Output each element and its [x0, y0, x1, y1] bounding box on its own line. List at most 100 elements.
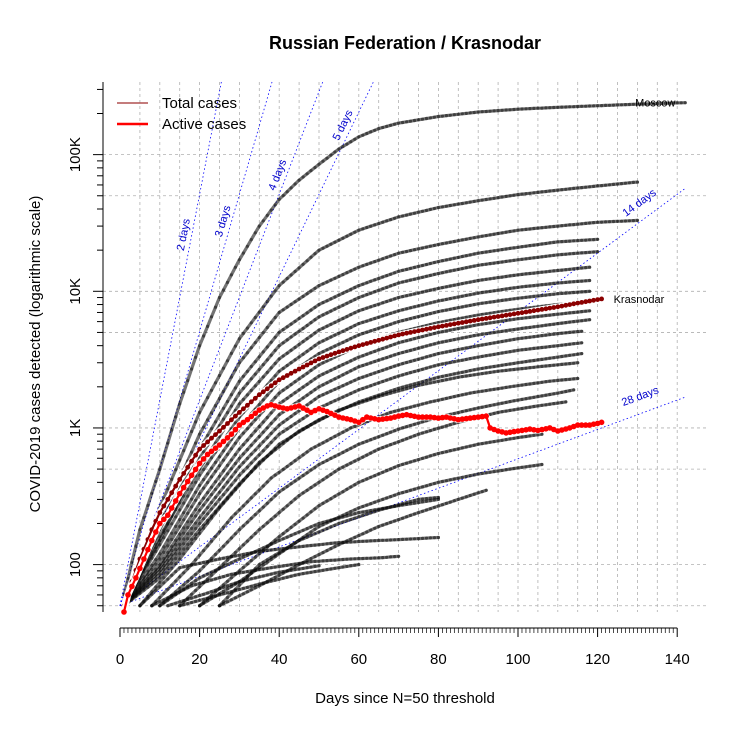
background-series-point [178, 586, 182, 590]
background-series-point [293, 422, 297, 426]
background-series-point [416, 510, 421, 515]
background-series-point [265, 213, 269, 217]
background-series-point [584, 279, 588, 283]
background-series-point [309, 570, 313, 574]
background-series-point [261, 350, 265, 354]
background-series-line [122, 101, 687, 597]
background-series-point [146, 585, 150, 589]
total-series-point [205, 439, 211, 445]
background-series-point [524, 465, 528, 469]
background-series-point [249, 321, 253, 325]
background-series-point [405, 425, 409, 429]
background-series-point [544, 241, 548, 246]
background-series-point [576, 330, 580, 334]
background-series-point [213, 511, 218, 515]
total-series-point [364, 341, 370, 346]
background-series-point [345, 301, 349, 305]
background-series-point [241, 461, 245, 465]
background-series-point [182, 511, 186, 515]
background-series-point [512, 297, 516, 301]
background-series-point [397, 389, 401, 393]
background-series-point [448, 297, 452, 301]
background-series-point [596, 104, 600, 108]
background-series-point [464, 111, 468, 115]
background-series-point [166, 577, 170, 581]
background-series-point [150, 550, 154, 554]
background-series-point [401, 308, 405, 312]
background-series-point [436, 271, 440, 276]
background-series-point [456, 394, 460, 398]
background-series-point [249, 588, 253, 592]
background-series-point [508, 408, 512, 412]
background-series-point [448, 203, 452, 208]
background-series-point [233, 421, 237, 425]
x-tick-label: 80 [430, 651, 447, 668]
background-series-point [532, 243, 536, 247]
background-series-point [659, 101, 663, 105]
background-series-point [321, 441, 325, 445]
background-series-point [229, 447, 233, 451]
background-series-point [488, 342, 492, 346]
background-series-point [472, 264, 476, 268]
background-series-point [297, 530, 301, 534]
background-series-point [476, 344, 480, 348]
background-series-point [190, 429, 194, 434]
background-series-point [369, 130, 373, 134]
background-series-point [532, 365, 536, 369]
background-series-point [297, 399, 301, 403]
background-series-point [536, 433, 540, 437]
background-series-point [408, 212, 413, 216]
background-series-point [202, 597, 206, 601]
background-series-point [309, 423, 313, 427]
background-series-point [337, 566, 341, 570]
background-series-point [321, 559, 325, 563]
background-series-point [484, 312, 488, 316]
background-series-point [401, 438, 405, 442]
background-series-point [548, 269, 552, 273]
background-series-point [245, 393, 249, 397]
active-series-point [216, 442, 223, 448]
y-tick-label: 100 [67, 552, 84, 577]
background-series-point [540, 364, 544, 368]
background-series-point [229, 536, 233, 540]
background-series-point [504, 259, 508, 263]
background-series-point [480, 312, 484, 317]
background-series-point [221, 458, 226, 462]
background-series-point [293, 562, 297, 566]
background-series-point [253, 418, 257, 422]
background-series-point [325, 359, 329, 363]
background-series-point [202, 580, 206, 584]
background-series-point [233, 441, 237, 445]
background-series-point [349, 540, 353, 544]
background-series-point [448, 113, 452, 117]
background-series-point [552, 313, 556, 317]
background-series-point [373, 278, 377, 282]
background-series-point [635, 102, 640, 106]
background-series-point [178, 566, 182, 570]
total-series-point [272, 380, 278, 386]
background-series-point [576, 341, 580, 345]
background-series-point [158, 580, 162, 584]
total-series-point [483, 316, 489, 321]
background-series-point [233, 470, 237, 474]
active-series-point [244, 416, 251, 423]
background-series-point [297, 266, 301, 270]
background-series-point [194, 562, 198, 566]
background-series-point [253, 513, 257, 517]
background-series-point [241, 397, 245, 401]
background-series-point [241, 504, 245, 508]
background-series-point [213, 534, 218, 539]
total-series-point [515, 310, 521, 316]
background-series-point [484, 471, 488, 475]
background-series-point [440, 309, 444, 313]
background-series-point [178, 547, 182, 551]
active-series-point [419, 414, 426, 420]
active-series-point [129, 583, 135, 590]
total-series-point [372, 338, 378, 344]
background-series-point [381, 379, 385, 384]
background-series-point [365, 352, 369, 356]
background-series-point [424, 430, 429, 434]
background-series-point [397, 341, 401, 345]
total-series-point [567, 302, 573, 307]
background-series-point [468, 493, 472, 498]
